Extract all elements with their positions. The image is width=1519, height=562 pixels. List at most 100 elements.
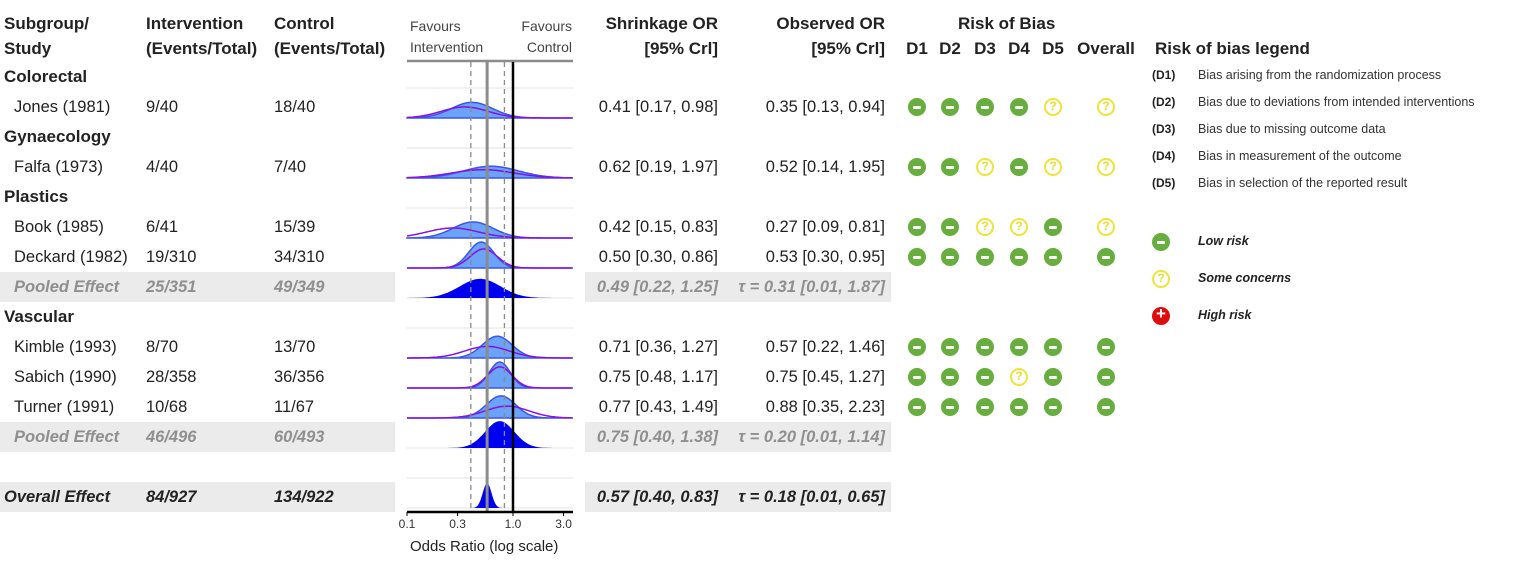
rob-d2-low-icon xyxy=(941,368,959,386)
rob-d4-low-icon xyxy=(1010,338,1028,356)
study-row-label: Falfa (1973) xyxy=(14,158,103,176)
header-shrinkage-line2: [95% Crl] xyxy=(644,39,718,58)
header-risk-of-bias: Risk of Bias xyxy=(958,14,1056,33)
intervention-events: 19/310 xyxy=(146,248,197,266)
summary-row-background xyxy=(585,272,891,302)
tau-value: τ = 0.18 [0.01, 0.65] xyxy=(738,488,885,506)
header-observed-line2: [95% Crl] xyxy=(811,39,885,58)
reference-lines xyxy=(470,62,515,512)
observed-or-value: 0.88 [0.35, 2.23] xyxy=(765,398,885,416)
study-row-label: Sabich (1990) xyxy=(14,368,117,386)
rob-d4-low-icon xyxy=(1010,158,1028,176)
observed-density xyxy=(406,168,573,179)
tau-value: τ = 0.20 [0.01, 1.14] xyxy=(738,428,885,446)
control-events: 49/349 xyxy=(274,278,325,296)
overall-effect-row-label: Overall Effect xyxy=(4,488,111,506)
x-tick-label: 0.1 xyxy=(399,517,416,531)
control-events: 7/40 xyxy=(274,158,307,176)
rob-d1-low-icon xyxy=(908,158,926,176)
shrinkage-or-value: 0.75 [0.48, 1.17] xyxy=(598,368,718,386)
rob-header-d5: D5 xyxy=(1042,39,1064,58)
legend-domain-text: Bias due to deviations from intended int… xyxy=(1198,95,1475,109)
summary-row-background xyxy=(0,422,395,452)
control-events: 11/67 xyxy=(274,398,315,416)
rob-d1-low-icon xyxy=(908,218,926,236)
rob-header-overall: Overall xyxy=(1077,39,1135,58)
shrinkage-or-value: 0.71 [0.36, 1.27] xyxy=(598,338,718,356)
favours-intervention-line1: Favours xyxy=(410,18,461,34)
legend-level-label: Low risk xyxy=(1198,234,1249,248)
favours-intervention-line2: Intervention xyxy=(410,39,484,55)
legend-domain-key: (D4) xyxy=(1152,149,1176,163)
legend-title: Risk of bias legend xyxy=(1155,39,1310,58)
shrinkage-density xyxy=(407,361,573,389)
subgroup-heading: Colorectal xyxy=(4,67,88,86)
observed-density xyxy=(407,345,572,359)
rob-overall-low-icon xyxy=(1097,248,1115,266)
favours-control-line2: Control xyxy=(526,39,572,55)
rob-overall-low-icon xyxy=(1097,368,1115,386)
rob-d4-some-icon xyxy=(1010,368,1028,386)
rob-d5-low-icon xyxy=(1044,368,1062,386)
shrinkage-density xyxy=(407,241,573,269)
tau-value: τ = 0.31 [0.01, 1.87] xyxy=(738,278,885,296)
rob-d3-low-icon xyxy=(976,398,994,416)
summary-row-background xyxy=(585,482,891,512)
shrinkage-or-value: 0.50 [0.30, 0.86] xyxy=(598,248,718,266)
rob-d5-low-icon xyxy=(1044,218,1062,236)
shrinkage-or-value: 0.75 [0.40, 1.38] xyxy=(596,428,718,446)
observed-or-value: 0.75 [0.45, 1.27] xyxy=(765,368,885,386)
header-intervention: Intervention (Events/Total) xyxy=(146,11,257,61)
rob-d5-low-icon xyxy=(1044,338,1062,356)
shrinkage-or-value: 0.42 [0.15, 0.83] xyxy=(598,218,718,236)
legend-domain-text: Bias due to missing outcome data xyxy=(1198,122,1386,136)
legend-domain-text: Bias in measurement of the outcome xyxy=(1198,149,1402,163)
study-row-label: Kimble (1993) xyxy=(14,338,117,356)
summary-row-background xyxy=(585,422,891,452)
intervention-events: 25/351 xyxy=(146,278,197,296)
rob-overall-some-icon xyxy=(1097,98,1115,116)
summary-row-background xyxy=(0,272,395,302)
intervention-events: 4/40 xyxy=(146,158,179,176)
subgroup-heading: Vascular xyxy=(4,307,74,326)
observed-or-value: 0.35 [0.13, 0.94] xyxy=(765,98,885,116)
study-row-label: Jones (1981) xyxy=(14,98,111,116)
pooled-effect-row-label: Pooled Effect xyxy=(14,428,120,446)
observed-density xyxy=(407,366,572,389)
rob-d2-low-icon xyxy=(941,398,959,416)
rob-d3-low-icon xyxy=(976,368,994,386)
observed-or-value: 0.27 [0.09, 0.81] xyxy=(765,218,885,236)
rob-header-d3: D3 xyxy=(974,39,996,58)
rob-d2-low-icon xyxy=(941,248,959,266)
observed-density xyxy=(407,248,572,269)
control-events: 36/356 xyxy=(274,368,325,386)
legend-domain-key: (D1) xyxy=(1152,68,1176,82)
rob-overall-low-icon xyxy=(1097,398,1115,416)
shrinkage-or-value: 0.77 [0.43, 1.49] xyxy=(598,398,718,416)
legend-domain-text: Bias arising from the randomization proc… xyxy=(1198,68,1442,82)
control-events: 15/39 xyxy=(274,218,316,236)
rob-d3-low-icon xyxy=(976,338,994,356)
observed-density xyxy=(407,405,573,419)
control-events: 60/493 xyxy=(274,428,325,446)
rob-d1-low-icon xyxy=(908,368,926,386)
legend-low-risk-icon xyxy=(1152,233,1170,251)
rob-d2-low-icon xyxy=(941,218,959,236)
legend-level-label: High risk xyxy=(1198,308,1252,322)
observed-density xyxy=(406,106,572,119)
header-intervention-line2: (Events/Total) xyxy=(146,39,258,58)
study-row-label: Turner (1991) xyxy=(14,398,115,416)
header-observed: Observed OR [95% Crl] xyxy=(776,11,885,61)
intervention-events: 46/496 xyxy=(146,428,197,446)
subgroup-heading: Plastics xyxy=(4,187,69,206)
rob-d1-low-icon xyxy=(908,98,926,116)
header-study: Subgroup/ Study xyxy=(4,11,89,61)
header-observed-line1: Observed OR xyxy=(776,14,885,33)
x-tick-label: 3.0 xyxy=(555,517,572,531)
observed-density xyxy=(406,227,572,239)
rob-overall-low-icon xyxy=(1097,338,1115,356)
header-control: Control (Events/Total) xyxy=(274,11,385,61)
study-row-label: Deckard (1982) xyxy=(14,248,128,266)
control-events: 34/310 xyxy=(274,248,325,266)
rob-d3-some-icon xyxy=(976,218,994,236)
